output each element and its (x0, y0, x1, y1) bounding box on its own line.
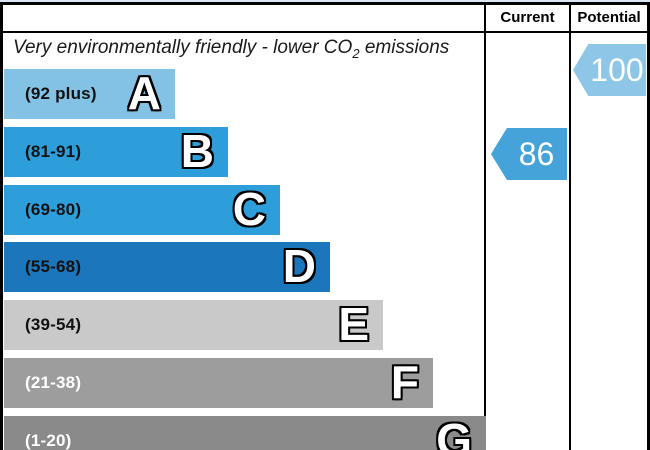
band-row-g: (1-20) G (4, 416, 486, 450)
header-separator-line (0, 31, 650, 33)
band-range-label: (1-20) (25, 431, 72, 450)
band-letter: C (232, 183, 266, 236)
band-row-a: (92 plus) A (4, 69, 175, 119)
band-row-e: (39-54) E (4, 300, 383, 350)
band-range-label: (21-38) (25, 373, 82, 392)
band-letter: F (390, 356, 419, 409)
band-letter: E (338, 298, 369, 351)
band-range-label: (69-80) (25, 200, 82, 219)
chart-title-suffix: emissions (359, 37, 450, 58)
band-letter: B (180, 125, 214, 178)
current-rating-value: 86 (518, 135, 555, 172)
band-range-label: (39-54) (25, 315, 82, 334)
current-rating-arrow: 86 (491, 128, 567, 180)
chart-title-text: Very environmentally friendly - lower CO (13, 37, 353, 58)
band-letter: A (127, 67, 161, 120)
band-range-label: (81-91) (25, 142, 82, 161)
band-letter: D (282, 240, 316, 293)
band-range-label: (55-68) (25, 257, 82, 276)
band-row-c: (69-80) C (4, 185, 280, 235)
top-edge-strip (0, 0, 650, 2)
chart-title-subscript: 2 (352, 45, 360, 61)
band-row-b: (81-91) B (4, 127, 228, 177)
band-range-label: (92 plus) (25, 84, 97, 103)
band-letter: G (436, 414, 472, 450)
potential-rating-arrow: 100 (573, 44, 646, 96)
potential-rating-value: 100 (590, 51, 644, 88)
chart-title: Very environmentally friendly - lower CO… (13, 37, 483, 61)
current-column-header: Current (500, 9, 555, 26)
band-row-d: (55-68) D (4, 242, 330, 292)
band-row-f: (21-38) F (4, 358, 433, 408)
potential-column-divider (569, 2, 571, 450)
current-column-divider (484, 2, 486, 450)
potential-column-header: Potential (577, 9, 641, 26)
